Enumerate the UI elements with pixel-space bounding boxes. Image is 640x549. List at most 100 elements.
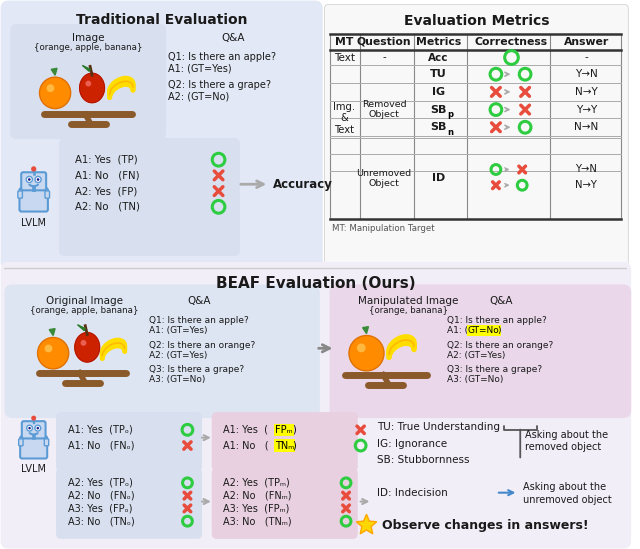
- Text: Q1: Is there an apple?: Q1: Is there an apple?: [148, 316, 248, 325]
- Text: Removed
Object: Removed Object: [362, 100, 406, 119]
- Text: Y→N: Y→N: [575, 165, 597, 175]
- Text: Manipulated Image: Manipulated Image: [358, 296, 458, 306]
- FancyBboxPatch shape: [212, 412, 358, 471]
- FancyBboxPatch shape: [324, 4, 628, 266]
- FancyBboxPatch shape: [19, 439, 23, 446]
- Text: Q3: Is there a grape?: Q3: Is there a grape?: [447, 366, 542, 374]
- Text: A2: No   (FNₒ): A2: No (FNₒ): [68, 491, 134, 501]
- Text: N→N: N→N: [574, 122, 598, 132]
- Text: A1: (GT=Yes): A1: (GT=Yes): [148, 326, 207, 335]
- Polygon shape: [51, 68, 57, 75]
- FancyBboxPatch shape: [1, 1, 323, 270]
- Polygon shape: [83, 65, 90, 71]
- Text: A1: (GT=Yes): A1: (GT=Yes): [168, 63, 232, 74]
- Text: Q&A: Q&A: [188, 296, 211, 306]
- Circle shape: [38, 338, 68, 369]
- Text: Q3: Is there a grape?: Q3: Is there a grape?: [148, 366, 244, 374]
- FancyBboxPatch shape: [59, 138, 240, 256]
- Circle shape: [357, 344, 365, 352]
- Text: SB: SB: [430, 122, 447, 132]
- Text: BEAF Evaluation (Ours): BEAF Evaluation (Ours): [216, 276, 416, 291]
- Circle shape: [28, 178, 31, 181]
- Text: Unremoved
Object: Unremoved Object: [356, 169, 412, 188]
- Circle shape: [85, 81, 92, 87]
- Circle shape: [81, 340, 86, 346]
- Text: Evaluation Metrics: Evaluation Metrics: [404, 14, 549, 28]
- Text: A1: (: A1: (: [447, 326, 468, 335]
- Text: N→Y: N→Y: [575, 180, 597, 190]
- Polygon shape: [356, 514, 377, 534]
- FancyBboxPatch shape: [45, 191, 49, 198]
- Text: Y→N: Y→N: [575, 69, 598, 79]
- Polygon shape: [75, 333, 100, 362]
- Circle shape: [31, 416, 36, 421]
- Text: N→Y: N→Y: [575, 87, 598, 97]
- Text: GT=No: GT=No: [468, 326, 499, 335]
- Text: ID: ID: [432, 173, 445, 183]
- Text: Correctness: Correctness: [475, 37, 548, 47]
- Polygon shape: [363, 327, 369, 334]
- Text: removed object: removed object: [525, 442, 602, 452]
- Text: A2: (GT=Yes): A2: (GT=Yes): [148, 351, 207, 360]
- Text: Q2: Is there an orange?: Q2: Is there an orange?: [148, 341, 255, 350]
- Text: ): ): [497, 326, 500, 335]
- Text: SB: Stubbornness: SB: Stubbornness: [377, 455, 470, 465]
- Circle shape: [40, 77, 70, 109]
- Text: A2: (GT=No): A2: (GT=No): [168, 92, 229, 102]
- Text: A1: Yes  (: A1: Yes (: [223, 425, 268, 435]
- FancyBboxPatch shape: [330, 284, 631, 418]
- Text: Q1: Is there an apple?: Q1: Is there an apple?: [168, 52, 276, 61]
- Text: MT: MT: [335, 37, 353, 47]
- Text: n: n: [447, 128, 453, 137]
- Circle shape: [28, 427, 31, 429]
- Text: -: -: [382, 53, 386, 63]
- Circle shape: [45, 345, 52, 352]
- FancyBboxPatch shape: [18, 191, 22, 198]
- Circle shape: [31, 166, 36, 171]
- Text: Q2: Is there an orange?: Q2: Is there an orange?: [447, 341, 554, 350]
- Text: Accuracy: Accuracy: [273, 178, 333, 191]
- Circle shape: [27, 425, 33, 431]
- Polygon shape: [77, 324, 85, 330]
- Text: Answer: Answer: [564, 37, 609, 47]
- FancyBboxPatch shape: [1, 262, 631, 548]
- FancyBboxPatch shape: [56, 468, 202, 539]
- Text: A3: Yes  (FPₘ): A3: Yes (FPₘ): [223, 503, 290, 513]
- Text: A2: (GT=Yes): A2: (GT=Yes): [447, 351, 506, 360]
- Text: A3: No   (TNₘ): A3: No (TNₘ): [223, 516, 292, 526]
- Text: Q&A: Q&A: [489, 296, 513, 306]
- Text: A3: No   (TNₒ): A3: No (TNₒ): [68, 516, 134, 526]
- Text: LVLM: LVLM: [21, 464, 46, 474]
- Text: A1: Yes  (TP): A1: Yes (TP): [74, 155, 138, 165]
- Polygon shape: [79, 73, 104, 103]
- Text: Asking about the: Asking about the: [523, 482, 606, 492]
- FancyBboxPatch shape: [19, 188, 48, 211]
- Text: FPₘ: FPₘ: [275, 425, 292, 435]
- Text: ): ): [292, 440, 296, 451]
- Text: {orange, apple, banana}: {orange, apple, banana}: [30, 306, 138, 316]
- Text: MT: Manipulation Target: MT: Manipulation Target: [332, 224, 435, 233]
- Text: A3: (GT=No): A3: (GT=No): [148, 375, 205, 384]
- Text: IG: IG: [432, 87, 445, 97]
- Text: Observe changes in answers!: Observe changes in answers!: [382, 519, 589, 531]
- Circle shape: [36, 178, 40, 181]
- Text: TU: True Understanding: TU: True Understanding: [377, 422, 500, 432]
- Text: {orange, apple, banana}: {orange, apple, banana}: [34, 43, 143, 52]
- Circle shape: [35, 425, 41, 431]
- Text: p: p: [447, 110, 453, 119]
- Text: A3: Yes  (FPₒ): A3: Yes (FPₒ): [68, 503, 132, 513]
- Text: {orange, banana}: {orange, banana}: [369, 306, 448, 316]
- Text: Question: Question: [356, 37, 412, 47]
- Text: Q1: Is there an apple?: Q1: Is there an apple?: [447, 316, 547, 325]
- Text: A3: (GT=No): A3: (GT=No): [447, 375, 504, 384]
- Text: LVLM: LVLM: [21, 217, 46, 227]
- Text: -: -: [584, 53, 588, 63]
- Text: Metrics: Metrics: [416, 37, 461, 47]
- Text: Text: Text: [333, 53, 355, 63]
- Text: A2: Yes  (TPₘ): A2: Yes (TPₘ): [223, 478, 290, 488]
- Text: SB: SB: [430, 104, 447, 115]
- Circle shape: [26, 176, 33, 183]
- FancyBboxPatch shape: [44, 439, 49, 446]
- FancyBboxPatch shape: [22, 421, 45, 439]
- Text: A1: No   (FN): A1: No (FN): [74, 170, 139, 181]
